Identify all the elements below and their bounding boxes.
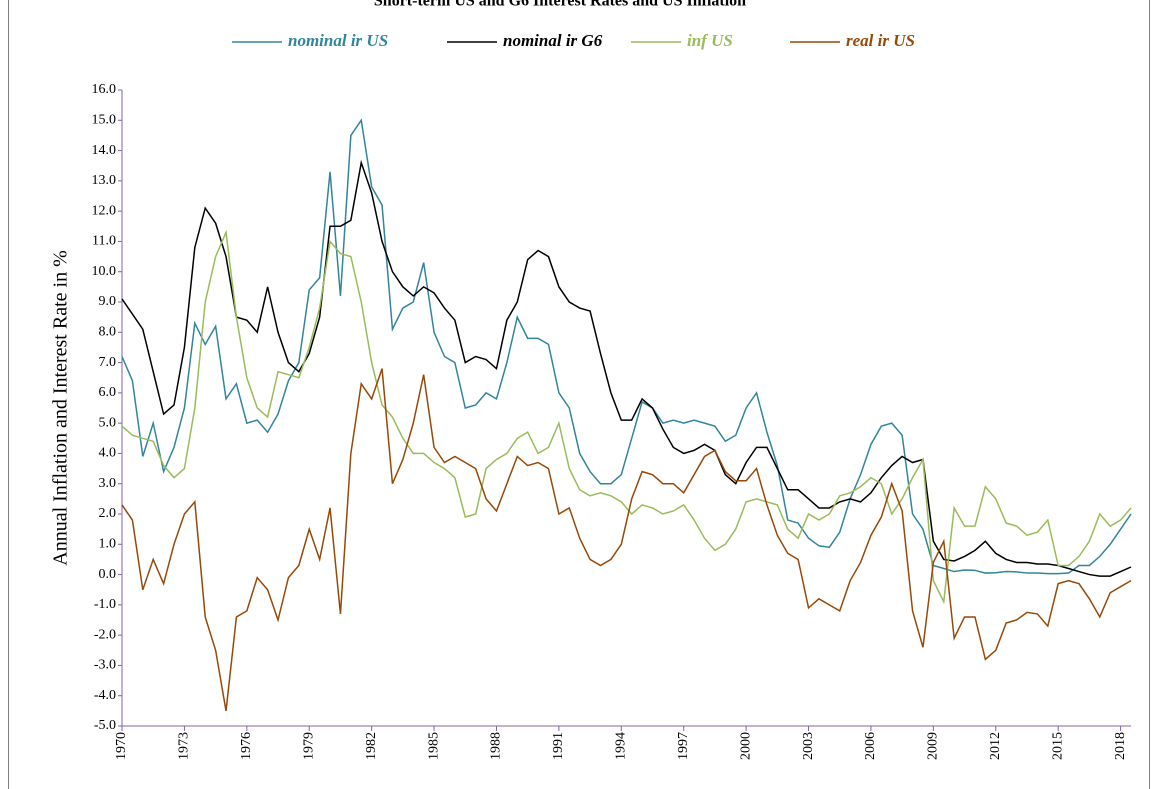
y-tick-label: 2.0 [99, 506, 117, 521]
x-tick-label: 1979 [301, 732, 316, 760]
x-tick-label: 1982 [364, 732, 379, 760]
x-tick-label: 2012 [988, 732, 1003, 760]
y-tick-label: 14.0 [92, 143, 117, 158]
chart-title: Short-term US and G6 Interest Rates and … [374, 0, 746, 10]
x-tick-label: 1970 [114, 732, 129, 760]
y-tick-label: -5.0 [94, 718, 116, 733]
x-tick-label: 1985 [426, 732, 441, 760]
y-tick-label: 9.0 [99, 294, 117, 309]
x-tick-label: 2000 [738, 732, 753, 760]
legend-label: nominal ir G6 [503, 31, 603, 50]
y-tick-label: 16.0 [92, 82, 117, 97]
y-tick-label: 12.0 [92, 203, 117, 218]
y-tick-label: -1.0 [94, 597, 116, 612]
y-tick-label: 7.0 [99, 355, 117, 370]
series-line [121, 159, 1132, 577]
y-tick-label: 15.0 [92, 113, 117, 128]
y-tick-label: 8.0 [99, 325, 117, 340]
y-tick-label: 10.0 [92, 264, 117, 279]
y-tick-label: 6.0 [99, 385, 117, 400]
y-tick-label: -3.0 [94, 658, 116, 673]
y-tick-label: -4.0 [94, 688, 116, 703]
series-line [121, 118, 1132, 575]
x-tick-label: 2018 [1113, 732, 1128, 760]
x-tick-label: 2015 [1050, 732, 1065, 760]
legend-label: inf US [687, 31, 733, 50]
y-tick-label: 13.0 [92, 173, 117, 188]
series-line [121, 368, 1132, 711]
legend-label: real ir US [846, 31, 915, 50]
chart-frame [8, 0, 1150, 789]
y-tick-label: -2.0 [94, 627, 116, 642]
x-tick-label: 1988 [489, 732, 504, 760]
x-tick-label: 1991 [551, 732, 566, 760]
y-axis-label: Annual Inflation and Interest Rate in % [50, 250, 72, 565]
y-tick-label: 4.0 [99, 446, 117, 461]
x-tick-label: 2009 [926, 732, 941, 760]
x-tick-label: 1973 [177, 732, 192, 760]
x-tick-label: 1976 [239, 732, 254, 760]
x-tick-label: 2006 [863, 732, 878, 760]
x-tick-label: 2003 [801, 732, 816, 760]
y-tick-label: 0.0 [99, 567, 117, 582]
y-tick-label: 3.0 [99, 476, 117, 491]
y-tick-label: 5.0 [99, 415, 117, 430]
x-tick-label: 1997 [676, 732, 691, 760]
y-tick-label: 1.0 [99, 537, 117, 552]
y-tick-label: 11.0 [92, 234, 116, 249]
series-line [121, 229, 1132, 605]
x-tick-label: 1994 [614, 732, 629, 760]
legend-label: nominal ir US [288, 31, 388, 50]
